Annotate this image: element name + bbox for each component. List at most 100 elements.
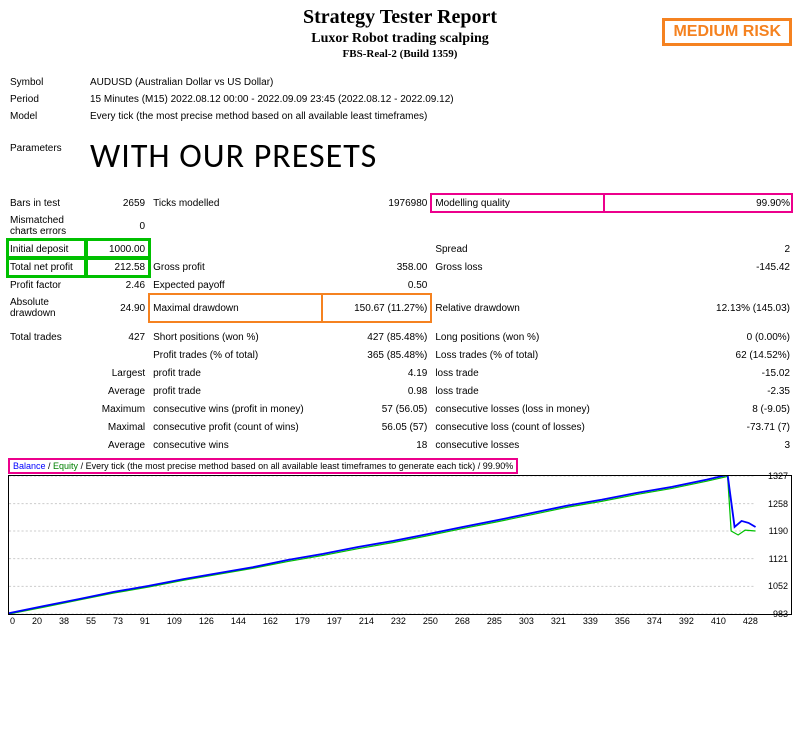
short-pos-v: 427 (85.48%) — [322, 328, 432, 346]
chart-x-tick: 179 — [295, 616, 310, 626]
profit-factor-v: 2.46 — [86, 276, 149, 294]
ticks-modelled-l: Ticks modelled — [149, 194, 321, 212]
total-trades-l: Total trades — [8, 328, 86, 346]
chart-x-tick: 232 — [391, 616, 406, 626]
average-loss-v: -2.35 — [604, 382, 792, 400]
chart-legend: Balance / Equity / Every tick (the most … — [8, 458, 518, 474]
expected-payoff-v: 0.50 — [322, 276, 432, 294]
chart-x-tick: 197 — [327, 616, 342, 626]
stats-table: Bars in test 2659 Ticks modelled 1976980… — [8, 194, 792, 454]
parameters-label: Parameters — [8, 125, 88, 188]
chart-x-tick: 356 — [615, 616, 630, 626]
chart-x-tick: 144 — [231, 616, 246, 626]
chart-x-tick: 126 — [199, 616, 214, 626]
maximal-dd-l: Maximal drawdown — [149, 294, 321, 322]
maximal-cons-profit-l: consecutive profit (count of wins) — [149, 418, 321, 436]
meta-table: Symbol AUDUSD (Australian Dollar vs US D… — [8, 74, 792, 188]
chart-box: 13271258119011211052983 — [8, 475, 792, 615]
largest-profit-v: 4.19 — [322, 364, 432, 382]
loss-trades-l: Loss trades (% of total) — [431, 346, 603, 364]
bars-in-test-l: Bars in test — [8, 194, 86, 212]
chart-x-tick: 0 — [10, 616, 15, 626]
average-profit-v: 0.98 — [322, 382, 432, 400]
maximal-cons-profit-v: 56.05 (57) — [322, 418, 432, 436]
chart-x-tick: 109 — [167, 616, 182, 626]
profit-factor-l: Profit factor — [8, 276, 86, 294]
total-net-profit-v: 212.58 — [86, 258, 149, 276]
chart-x-tick: 268 — [455, 616, 470, 626]
absolute-dd-v: 24.90 — [86, 294, 149, 322]
largest-profit-l: profit trade — [149, 364, 321, 382]
chart-x-tick: 303 — [519, 616, 534, 626]
chart-x-tick: 392 — [679, 616, 694, 626]
relative-dd-l: Relative drawdown — [431, 294, 603, 322]
modelling-quality-v: 99.90% — [604, 194, 792, 212]
average-loss-l: loss trade — [431, 382, 603, 400]
max-cons-losses-l: consecutive losses (loss in money) — [431, 400, 603, 418]
bars-in-test-v: 2659 — [86, 194, 149, 212]
profit-trades-v: 365 (85.48%) — [322, 346, 432, 364]
avg-cons-losses-l: consecutive losses — [431, 436, 603, 454]
chart-x-tick: 250 — [423, 616, 438, 626]
initial-deposit-v: 1000.00 — [86, 240, 149, 258]
gross-loss-l: Gross loss — [431, 258, 603, 276]
chart-y-tick: 1190 — [769, 526, 788, 536]
period-label: Period — [8, 91, 88, 108]
max-cons-wins-v: 57 (56.05) — [322, 400, 432, 418]
chart-y-tick: 1258 — [768, 499, 788, 509]
gross-profit-l: Gross profit — [149, 258, 321, 276]
chart-x-tick: 285 — [487, 616, 502, 626]
chart-x-tick: 374 — [647, 616, 662, 626]
report-build: FBS-Real-2 (Build 1359) — [0, 48, 800, 60]
chart-y-tick: 1052 — [768, 581, 788, 591]
largest-l: Largest — [86, 364, 149, 382]
chart-x-tick: 91 — [140, 616, 150, 626]
maximal-cons-loss-l: consecutive loss (count of losses) — [431, 418, 603, 436]
symbol-label: Symbol — [8, 74, 88, 91]
maximal-cons-loss-v: -73.71 (7) — [604, 418, 792, 436]
long-pos-v: 0 (0.00%) — [604, 328, 792, 346]
risk-badge: MEDIUM RISK — [662, 18, 792, 46]
chart-x-tick: 20 — [32, 616, 42, 626]
avg-cons-wins-v: 18 — [322, 436, 432, 454]
max-cons-losses-v: 8 (-9.05) — [604, 400, 792, 418]
maximal-dd-v: 150.67 (11.27%) — [322, 294, 432, 322]
loss-trades-v: 62 (14.52%) — [604, 346, 792, 364]
spread-v: 2 — [604, 240, 792, 258]
model-value: Every tick (the most precise method base… — [88, 108, 792, 125]
presets-overlay: WITH OUR PRESETS — [90, 128, 790, 185]
maximum-l: Maximum — [86, 400, 149, 418]
largest-loss-l: loss trade — [431, 364, 603, 382]
legend-tail: Every tick (the most precise method base… — [86, 461, 514, 471]
symbol-value: AUDUSD (Australian Dollar vs US Dollar) — [88, 74, 792, 91]
chart-x-tick: 73 — [113, 616, 123, 626]
relative-dd-v: 12.13% (145.03) — [604, 294, 792, 322]
model-label: Model — [8, 108, 88, 125]
total-net-profit-l: Total net profit — [8, 258, 86, 276]
profit-trades-l: Profit trades (% of total) — [149, 346, 321, 364]
modelling-quality-l: Modelling quality — [431, 194, 603, 212]
chart-x-ticks: 0203855739110912614416217919721423225026… — [8, 615, 792, 626]
chart-area: Balance / Equity / Every tick (the most … — [8, 458, 792, 626]
equity-curve-chart — [9, 476, 791, 614]
avg-cons-wins-l: consecutive wins — [149, 436, 321, 454]
short-pos-l: Short positions (won %) — [149, 328, 321, 346]
ticks-modelled-v: 1976980 — [322, 194, 432, 212]
gross-loss-v: -145.42 — [604, 258, 792, 276]
report-body: Symbol AUDUSD (Australian Dollar vs US D… — [0, 62, 800, 454]
gross-profit-v: 358.00 — [322, 258, 432, 276]
mismatched-l: Mismatched charts errors — [8, 212, 86, 240]
chart-x-tick: 55 — [86, 616, 96, 626]
legend-balance: Balance — [13, 461, 46, 471]
maximal-l: Maximal — [86, 418, 149, 436]
average-l: Average — [86, 382, 149, 400]
max-cons-wins-l: consecutive wins (profit in money) — [149, 400, 321, 418]
chart-x-tick: 38 — [59, 616, 69, 626]
chart-y-tick: 1327 — [768, 471, 788, 481]
average-profit-l: profit trade — [149, 382, 321, 400]
chart-x-tick: 321 — [551, 616, 566, 626]
chart-y-tick: 983 — [773, 609, 788, 619]
chart-x-tick: 410 — [711, 616, 726, 626]
chart-y-tick: 1121 — [769, 554, 788, 564]
avg-cons-losses-v: 3 — [604, 436, 792, 454]
